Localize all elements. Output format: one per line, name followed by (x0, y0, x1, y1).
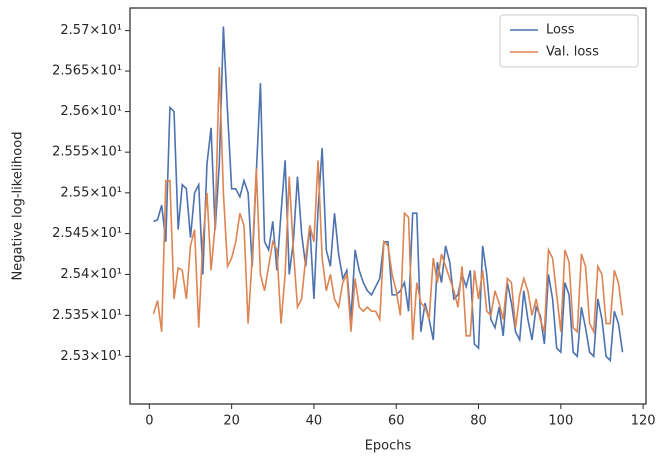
y-tick-label: 2.555×10¹ (52, 145, 122, 160)
series-line (152, 66, 624, 340)
y-tick-label: 2.565×10¹ (52, 64, 122, 79)
y-axis-label: Negative log-likelihood (11, 132, 26, 281)
x-tick-label: 60 (388, 414, 405, 429)
x-tick-label: 80 (470, 414, 487, 429)
y-tick-label: 2.545×10¹ (52, 226, 122, 241)
x-tick-label: 40 (306, 414, 323, 429)
legend-label: Loss (546, 23, 575, 38)
x-tick-label: 120 (631, 414, 656, 429)
x-tick-label: 100 (548, 414, 573, 429)
x-axis-label: Epochs (365, 439, 412, 454)
y-tick-label: 2.535×10¹ (52, 308, 122, 323)
y-tick-label: 2.55×10¹ (60, 185, 122, 200)
x-tick-label: 0 (145, 414, 153, 429)
legend-label: Val. loss (546, 45, 599, 60)
series-line (153, 26, 624, 363)
y-tick-label: 2.57×10¹ (60, 23, 122, 38)
y-tick-label: 2.54×10¹ (60, 267, 122, 282)
x-tick-label: 20 (223, 414, 240, 429)
legend-box (499, 14, 639, 68)
y-tick-label: 2.56×10¹ (60, 104, 122, 119)
y-tick-label: 2.53×10¹ (60, 349, 122, 364)
plot-frame (129, 7, 647, 405)
